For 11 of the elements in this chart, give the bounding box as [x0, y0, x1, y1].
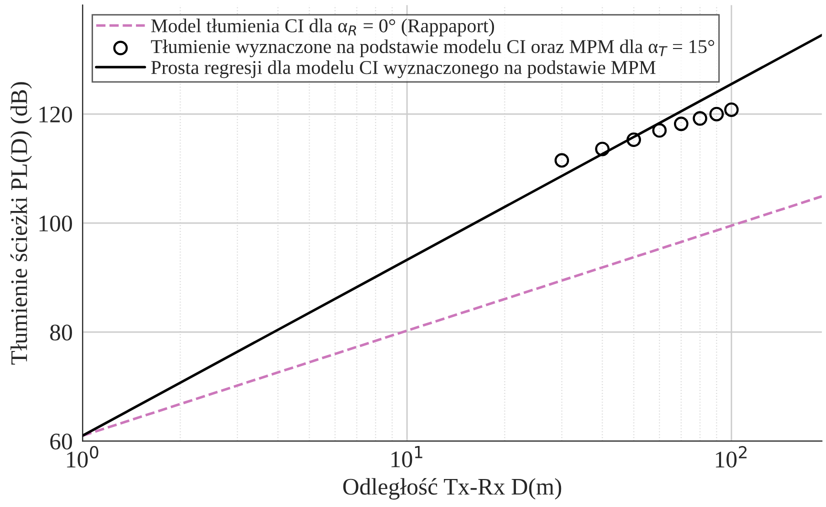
x-axis-title: Odległość Tx-Rx D(m): [343, 478, 562, 500]
y-tick-label: 100: [40, 216, 72, 232]
x-tick-label: 10$^{1}$: [392, 446, 422, 468]
y-axis-title: Tłumienie ścieżki PL(D) (dB): [10, 82, 32, 365]
legend-label: Tłumienie wyznaczone na podstawie modelu CI oraz MPM dla α$_{T}$ = 15°: [151, 39, 714, 58]
x-tick-label: 10$^{2}$: [716, 446, 747, 468]
y-tick-label: 120: [40, 106, 72, 122]
y-tick-label: 80: [50, 324, 72, 341]
legend-label: Model tłumienia CI dla α$_{R}$ = 0° (Rappaport): [151, 18, 494, 36]
y-tick-label: 60: [50, 434, 72, 450]
legend-label: Prosta regresji dla modelu CI wyznaczonego na podstawie MPM: [151, 60, 656, 78]
